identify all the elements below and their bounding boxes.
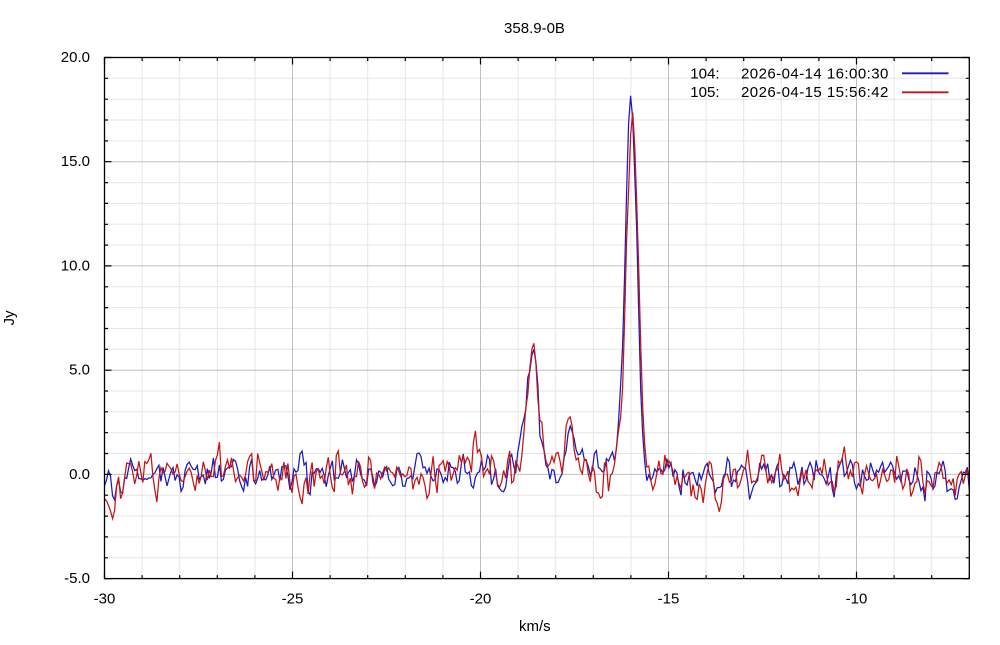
svg-text:15.0: 15.0 [61, 153, 90, 170]
svg-text:104:: 104: [690, 65, 719, 82]
svg-text:-25: -25 [282, 591, 304, 608]
svg-text:Jy: Jy [1, 310, 18, 326]
svg-text:km/s: km/s [519, 618, 551, 635]
svg-text:-20: -20 [470, 591, 492, 608]
svg-text:-15: -15 [658, 591, 680, 608]
svg-text:358.9-0B: 358.9-0B [504, 20, 565, 37]
svg-text:2026-04-15 15:56:42: 2026-04-15 15:56:42 [741, 84, 889, 101]
svg-text:105:: 105: [690, 84, 719, 101]
svg-text:-10: -10 [846, 591, 868, 608]
svg-text:20.0: 20.0 [61, 49, 90, 66]
svg-text:-5.0: -5.0 [64, 570, 90, 587]
svg-text:5.0: 5.0 [69, 362, 90, 379]
svg-text:-30: -30 [94, 591, 116, 608]
svg-text:10.0: 10.0 [61, 257, 90, 274]
svg-text:0.0: 0.0 [69, 466, 90, 483]
svg-text:2026-04-14 16:00:30: 2026-04-14 16:00:30 [741, 65, 889, 82]
